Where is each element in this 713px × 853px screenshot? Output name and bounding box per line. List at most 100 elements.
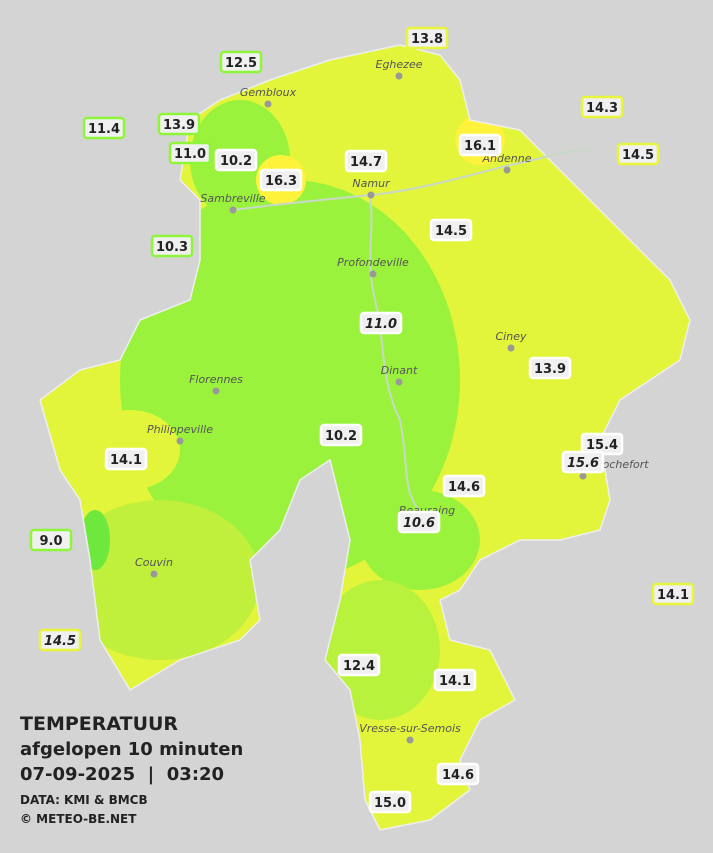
station: 9.0: [29, 528, 73, 552]
station-box: [368, 790, 412, 814]
station-value: 15.0: [374, 796, 406, 811]
station-value: 10.2: [325, 429, 357, 444]
city-label: Gembloux: [240, 86, 297, 99]
city-dot: [406, 736, 414, 744]
legend-subtitle: afgelopen 10 minuten: [20, 739, 243, 760]
legend-title: TEMPERATUUR: [20, 713, 178, 735]
station-value: 16.3: [265, 174, 297, 189]
station: 14.1: [433, 668, 477, 692]
station-value: 14.1: [657, 588, 689, 603]
station-box: [104, 447, 148, 471]
city-label: Philippeville: [147, 423, 213, 436]
station: 13.9: [528, 356, 572, 380]
station: 12.4: [337, 653, 381, 677]
station-value: 11.0: [174, 147, 206, 162]
station-value: 15.6: [567, 456, 599, 471]
city-label: Florennes: [189, 373, 243, 386]
station-box: [528, 356, 572, 380]
station-value: 13.8: [411, 32, 443, 47]
city-dot: [212, 387, 220, 395]
city-dot: [579, 472, 587, 480]
station: 13.9: [157, 112, 201, 136]
station-box: [397, 510, 441, 534]
legend-datetime: 07-09-2025 | 03:20: [20, 764, 224, 785]
station-value: 14.5: [44, 634, 76, 649]
station-value: 14.3: [586, 101, 618, 116]
station: 12.5: [219, 50, 263, 74]
city-label: Eghezee: [376, 58, 423, 71]
city-dot: [229, 206, 237, 214]
city-label: Profondeville: [337, 256, 409, 269]
station-box: [214, 148, 258, 172]
station-box: [429, 218, 473, 242]
station-value: 14.5: [435, 224, 467, 239]
station-box: [344, 149, 388, 173]
station: 15.6: [561, 450, 605, 474]
station-value: 13.9: [534, 362, 566, 377]
river: [232, 149, 591, 211]
station: 14.1: [104, 447, 148, 471]
station: 14.7: [344, 149, 388, 173]
station-value: 14.7: [350, 155, 382, 170]
city-label: Dinant: [381, 364, 418, 377]
station-value: 10.6: [403, 516, 435, 531]
station-value: 11.4: [88, 122, 120, 137]
city-dot: [395, 378, 403, 386]
station-box: [433, 668, 477, 692]
station-box: [319, 423, 363, 447]
station: 11.0: [359, 311, 403, 335]
station: 10.6: [397, 510, 441, 534]
station-value: 14.6: [442, 768, 474, 783]
city-label: Sambreville: [200, 192, 265, 205]
station-box: [651, 582, 695, 606]
station: 16.3: [259, 168, 303, 192]
station-box: [337, 653, 381, 677]
station-value: 12.4: [343, 659, 375, 674]
city-label: Vresse-sur-Semois: [359, 722, 461, 735]
station: 11.4: [82, 116, 126, 140]
station-value: 14.1: [439, 674, 471, 689]
city-dot: [264, 100, 272, 108]
station-box: [38, 628, 82, 652]
station-box: [29, 528, 73, 552]
station-box: [458, 133, 502, 157]
station-box: [616, 142, 660, 166]
city-label: Rochefort: [595, 458, 649, 471]
city-label: Ciney: [496, 330, 527, 343]
station-box: [405, 26, 449, 50]
station-box: [219, 50, 263, 74]
station-value: 15.4: [586, 438, 618, 453]
city-dot: [395, 72, 403, 80]
station: 10.2: [319, 423, 363, 447]
city-dot: [507, 344, 515, 352]
station: 14.5: [38, 628, 82, 652]
station: 14.5: [616, 142, 660, 166]
station-box: [82, 116, 126, 140]
station-value: 14.6: [448, 480, 480, 495]
station-box: [359, 311, 403, 335]
station: 15.0: [368, 790, 412, 814]
station-value: 14.1: [110, 453, 142, 468]
station: 14.5: [429, 218, 473, 242]
station-box: [168, 141, 212, 165]
legend-source: DATA: KMI & BMCB: [20, 793, 148, 807]
station-value: 13.9: [163, 118, 195, 133]
station-value: 16.1: [464, 139, 496, 154]
city-dot: [503, 166, 511, 174]
station-value: 14.5: [622, 148, 654, 163]
legend-copyright: © METEO-BE.NET: [20, 812, 137, 826]
city-dot: [369, 270, 377, 278]
station-box: [150, 234, 194, 258]
station-box: [259, 168, 303, 192]
station-box: [442, 474, 486, 498]
station-value: 11.0: [365, 317, 397, 332]
city-label: Couvin: [135, 556, 173, 569]
station: 14.1: [651, 582, 695, 606]
station: 15.4: [580, 432, 624, 456]
station: 14.6: [436, 762, 480, 786]
station-box: [580, 95, 624, 119]
city-label: Namur: [352, 177, 391, 190]
station: 10.2: [214, 148, 258, 172]
city-dot: [150, 570, 158, 578]
